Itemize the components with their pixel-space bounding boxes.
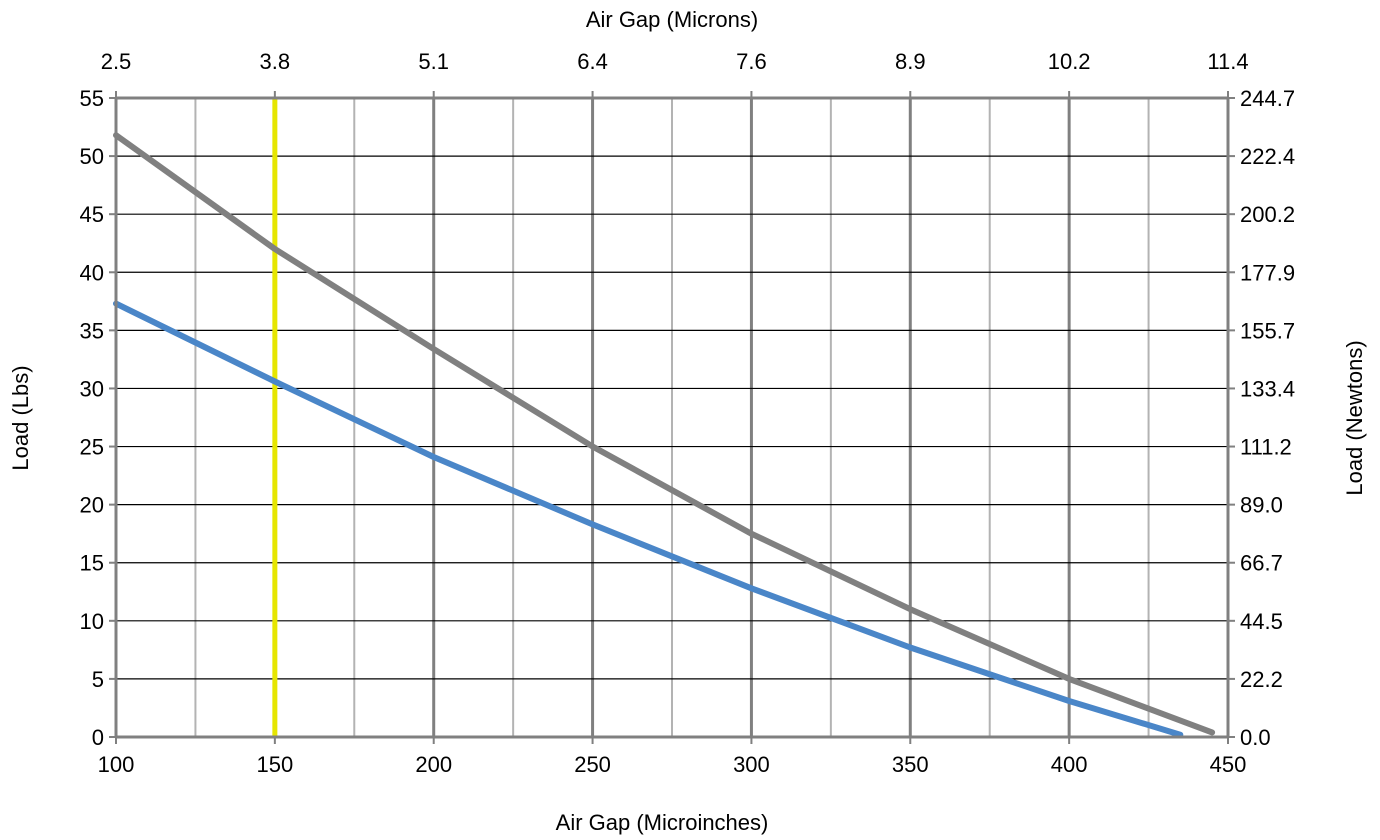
y2-tick-label: 133.4 [1240,376,1295,401]
y2-tick-label: 89.0 [1240,493,1283,518]
x2-tick-label: 10.2 [1048,49,1091,74]
y2-tick-label: 155.7 [1240,318,1295,343]
y2-tick-label: 22.2 [1240,667,1283,692]
y2-tick-label: 177.9 [1240,260,1295,285]
y-axis-title: Load (Lbs) [8,365,33,470]
x-tick-label: 100 [98,752,135,777]
x-tick-label: 450 [1210,752,1247,777]
x2-tick-label: 11.4 [1207,49,1248,74]
y2-tick-label: 44.5 [1240,609,1283,634]
y2-tick-label: 244.7 [1240,86,1295,111]
x-tick-label: 350 [892,752,929,777]
axes [109,91,1235,744]
x2-tick-label: 5.1 [418,49,449,74]
x-tick-label: 200 [415,752,452,777]
y-tick-label: 15 [80,551,104,576]
y-tick-label: 5 [92,667,104,692]
x2-tick-label: 8.9 [895,49,926,74]
y2-tick-label: 222.4 [1240,144,1295,169]
x2-tick-label: 3.8 [260,49,291,74]
y2-tick-label: 200.2 [1240,202,1295,227]
x-tick-label: 400 [1051,752,1088,777]
y-tick-label: 35 [80,318,104,343]
y2-axis-title: Load (Newtons) [1342,340,1367,495]
y-tick-label: 45 [80,202,104,227]
series-group [113,132,1216,738]
y2-tick-label: 111.2 [1240,435,1292,460]
x-tick-label: 300 [733,752,770,777]
y-tick-label: 30 [80,376,104,401]
x2-axis-title: Air Gap (Microns) [586,7,758,32]
x2-tick-label: 7.6 [736,49,767,74]
grid [114,97,1230,738]
x2-tick-label: 6.4 [577,49,608,74]
series-line-2 [113,300,1184,738]
x-axis-title: Air Gap (Microinches) [556,810,769,835]
y-tick-label: 40 [80,260,104,285]
y-tick-label: 20 [80,493,104,518]
y2-tick-label: 66.7 [1240,551,1283,576]
series-line-1 [113,132,1216,736]
x-tick-label: 250 [574,752,611,777]
y-tick-label: 55 [80,86,104,111]
y2-tick-label: 0.0 [1240,725,1271,750]
tick-labels: 0 0.0 5 22.2 10 44.5 15 66.7 20 89.0 25 111.2 30 133.… [80,49,1296,777]
x-tick-label: 150 [256,752,293,777]
x2-tick-label: 2.5 [101,49,132,74]
y-tick-label: 50 [80,144,104,169]
y-tick-label: 10 [80,609,104,634]
y-tick-label: 0 [92,725,104,750]
y-tick-label: 25 [80,435,104,460]
